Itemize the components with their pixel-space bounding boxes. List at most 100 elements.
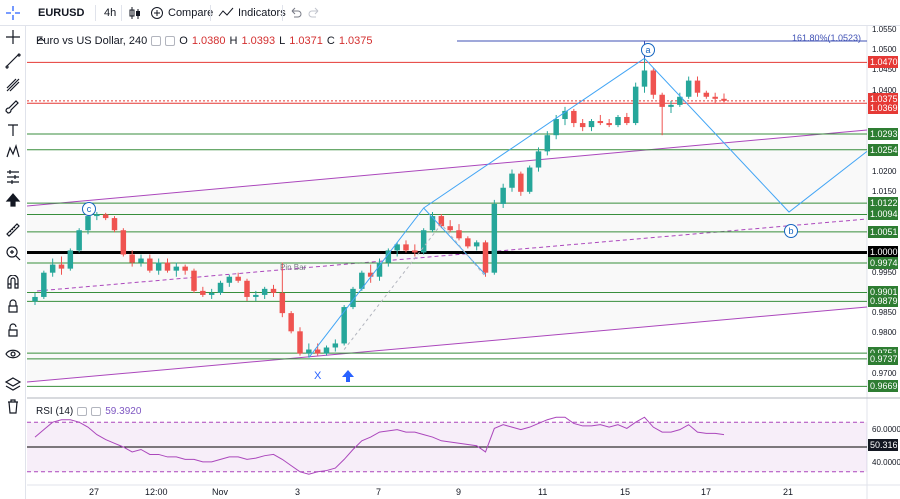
layers-icon[interactable] <box>4 375 22 393</box>
candle <box>111 216 118 233</box>
candle-body <box>208 292 215 295</box>
candle-body <box>49 264 56 273</box>
candle <box>376 258 383 281</box>
candle <box>677 92 683 107</box>
candle <box>447 220 453 233</box>
candle <box>208 288 215 299</box>
ruler-icon[interactable] <box>4 221 22 239</box>
low-label: L <box>279 35 286 47</box>
candle <box>588 119 595 132</box>
legend-toggle-2[interactable] <box>165 36 176 46</box>
zoom-in-icon[interactable] <box>4 244 22 262</box>
candle-body <box>668 104 674 107</box>
candle-body <box>403 244 409 251</box>
candle-body <box>314 349 321 354</box>
symbol-search-button[interactable]: EURUSD <box>38 0 84 26</box>
pattern-icon[interactable] <box>4 143 22 161</box>
price-axis-label: 0.9800 <box>872 328 897 338</box>
channel-mid-line <box>36 218 868 292</box>
price-axis-label: 1.0200 <box>872 166 897 176</box>
candle <box>297 327 303 356</box>
candle-body <box>173 266 180 271</box>
compare-button[interactable]: Compare <box>150 0 213 26</box>
legend-toggle-1[interactable] <box>151 36 162 46</box>
chart-area[interactable]: Euro vs US Dollar, 240 O 1.0380 H 1.0393 L… <box>27 25 900 499</box>
rsi-toggle-1[interactable] <box>77 407 88 416</box>
point-b-label[interactable]: b <box>784 224 798 238</box>
interval-label: 4h <box>104 7 117 19</box>
buy-arrow-icon[interactable] <box>341 369 355 383</box>
indicators-label: Indicators <box>238 7 286 19</box>
arrow-icon[interactable] <box>4 191 22 209</box>
point-x-label[interactable]: X <box>314 370 322 382</box>
high-value: 1.0393 <box>241 35 276 47</box>
candle-body <box>438 216 445 227</box>
candle <box>456 224 462 241</box>
time-axis-label: 7 <box>376 487 382 497</box>
candle <box>41 270 47 299</box>
candle <box>473 240 480 251</box>
candle <box>191 268 197 293</box>
rsi-value: 59.3920 <box>105 406 142 417</box>
pitchfork-icon[interactable] <box>4 76 22 94</box>
point-a-label[interactable]: a <box>641 43 655 57</box>
candle-body <box>385 250 392 263</box>
candle <box>32 292 38 306</box>
price-axis-label: 0.9700 <box>872 368 897 378</box>
price-axis-label: 0.9950 <box>872 267 897 277</box>
point-c-label[interactable]: c <box>82 202 96 216</box>
candle <box>526 165 533 194</box>
candle-body <box>367 272 374 277</box>
candle-body <box>376 262 383 277</box>
collapse-icon[interactable] <box>36 35 46 45</box>
candle <box>412 244 418 257</box>
candle-body <box>58 264 65 269</box>
candle <box>76 228 82 253</box>
brush-icon[interactable] <box>4 99 22 117</box>
pattern-projection-leg <box>343 223 486 350</box>
price-tag: 0.9879 <box>868 295 898 308</box>
forecast-icon[interactable] <box>4 168 22 186</box>
eye-icon[interactable] <box>4 345 22 363</box>
crosshair-icon[interactable] <box>4 4 22 22</box>
candle-body <box>535 151 542 168</box>
candle <box>120 228 127 257</box>
candle-body <box>526 167 533 192</box>
candle-body <box>244 280 250 297</box>
chart-style-button[interactable] <box>128 0 142 26</box>
candle <box>535 147 542 172</box>
candle <box>350 286 356 310</box>
crosshair-icon[interactable] <box>4 28 22 46</box>
text-icon[interactable] <box>4 121 22 139</box>
candle-body <box>155 262 162 271</box>
undo-button[interactable] <box>288 0 302 26</box>
close-label: C <box>326 35 335 47</box>
redo-button[interactable] <box>308 0 322 26</box>
candle-body <box>235 276 241 281</box>
candle-body <box>650 70 657 95</box>
candle-body <box>465 238 471 247</box>
trendline-icon[interactable] <box>4 51 22 69</box>
candle <box>491 199 498 275</box>
price-chart[interactable] <box>27 26 900 499</box>
high-label: H <box>229 35 238 47</box>
candle-body <box>597 121 604 124</box>
candle <box>615 114 621 128</box>
price-tag: 1.0122 <box>868 197 898 210</box>
magnet-icon[interactable] <box>4 274 22 293</box>
lock-drawing-icon[interactable] <box>4 297 22 315</box>
candle <box>138 254 144 267</box>
candle <box>685 76 692 99</box>
unlock-icon[interactable] <box>4 321 22 339</box>
price-tag: 1.0094 <box>868 208 898 221</box>
indicators-button[interactable]: Indicators <box>218 0 286 26</box>
candle <box>49 258 56 277</box>
candle <box>235 272 241 283</box>
open-value: 1.0380 <box>191 35 226 47</box>
interval-button[interactable]: 4h <box>104 0 116 26</box>
rsi-toggle-2[interactable] <box>91 407 102 416</box>
candle <box>385 248 392 267</box>
candle <box>58 256 65 275</box>
trash-icon[interactable] <box>4 397 22 415</box>
candle <box>244 278 250 301</box>
